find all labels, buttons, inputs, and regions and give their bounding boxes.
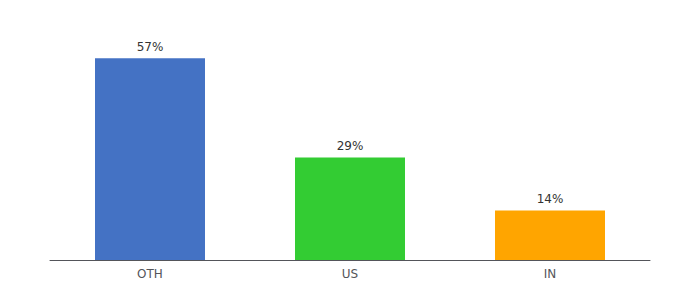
svg-text:14%: 14% xyxy=(537,192,564,206)
svg-text:IN: IN xyxy=(544,267,557,281)
svg-text:OTH: OTH xyxy=(137,267,163,281)
svg-text:US: US xyxy=(342,267,358,281)
svg-text:57%: 57% xyxy=(137,40,164,54)
svg-text:29%: 29% xyxy=(337,139,364,153)
